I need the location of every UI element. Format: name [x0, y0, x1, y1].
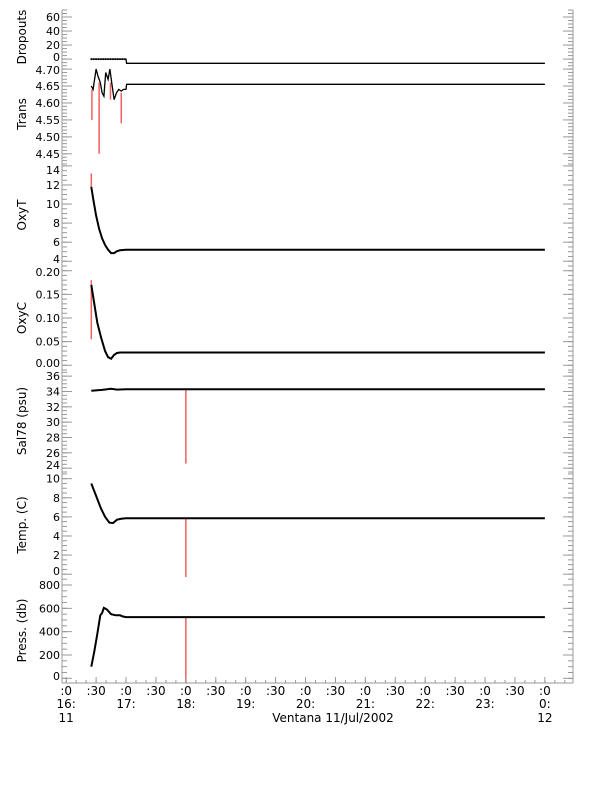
series-line [90, 284, 545, 360]
y-tick-label: 6 [53, 511, 60, 524]
x-tick-label-minute: :0 [240, 684, 252, 698]
x-tick-label-minute: :30 [445, 684, 464, 698]
y-tick-label: 200 [39, 649, 60, 662]
y-tick-label: 0 [53, 565, 60, 578]
y-tick-label: 4.55 [36, 114, 61, 127]
y-tick-label: 0 [53, 670, 60, 683]
y-tick-label: 32 [46, 401, 60, 414]
y-axis-label: Temp. (C) [15, 496, 29, 554]
dropout-point [99, 58, 102, 61]
y-tick-label: 0.05 [36, 336, 61, 349]
y-tick-label: 36 [46, 370, 60, 383]
x-tick-label-minute: :0 [180, 684, 192, 698]
dropout-point [119, 58, 122, 61]
y-axis-label: Trans [15, 98, 29, 131]
x-tick-label-minute: :30 [206, 684, 225, 698]
y-tick-label: 2 [53, 549, 60, 562]
y-tick-label: 0.20 [36, 266, 61, 279]
y-axis-label: Dropouts [15, 10, 29, 65]
series-line [90, 68, 545, 100]
dropout-point [104, 58, 107, 61]
x-tick-label-hour: 22: [416, 697, 435, 711]
y-axis-label: OxyT [15, 199, 29, 231]
y-tick-label: 10 [46, 473, 60, 486]
x-tick-label-minute: :0 [360, 684, 372, 698]
x-tick-label-minute: :30 [86, 684, 105, 698]
y-tick-label: 40 [46, 25, 60, 38]
series-line [90, 186, 545, 255]
x-tick-label-hour: 0: [539, 697, 551, 711]
y-tick-label: 34 [46, 385, 60, 398]
y-tick-label: 800 [39, 579, 60, 592]
x-tick-label-minute: :30 [505, 684, 524, 698]
x-tick-label-hour: 19: [236, 697, 255, 711]
series-line [90, 606, 545, 667]
dropout-point [107, 58, 110, 61]
x-tick-label-hour: 21: [356, 697, 375, 711]
dropout-point [90, 58, 93, 61]
y-tick-label: 4.60 [36, 97, 61, 110]
y-tick-label: 12 [46, 179, 60, 192]
x-tick-label-minute: :0 [120, 684, 132, 698]
dropout-point [95, 58, 98, 61]
dropout-point [116, 58, 119, 61]
y-tick-label: 4.50 [36, 131, 61, 144]
y-tick-label: 600 [39, 602, 60, 615]
y-tick-label: 0.10 [36, 312, 61, 325]
y-tick-label: 6 [53, 236, 60, 249]
y-tick-label: 0.00 [36, 357, 61, 370]
x-tick-label-minute: :30 [266, 684, 285, 698]
dropout-point [114, 58, 117, 61]
x-tick-label-minute: :30 [326, 684, 345, 698]
dropout-point [123, 58, 126, 61]
y-tick-label: 10 [46, 198, 60, 211]
y-tick-label: 8 [53, 217, 60, 230]
series-line [91, 58, 545, 64]
dropout-point [92, 58, 95, 61]
y-axis-label: Press. (db) [15, 599, 29, 663]
x-tick-label-minute: :0 [539, 684, 551, 698]
x-axis-label: Ventana 11/Jul/2002 [272, 711, 394, 725]
y-tick-label: 26 [46, 447, 60, 460]
dropout-point [111, 58, 114, 61]
series-line [91, 387, 545, 392]
dropout-point [97, 58, 100, 61]
y-tick-label: 24 [46, 459, 60, 472]
x-tick-label-hour: 18: [176, 697, 195, 711]
series-line [90, 483, 545, 525]
dropout-point [102, 58, 105, 61]
y-tick-label: 4 [53, 530, 60, 543]
y-axis-label: Sal78 (psu) [15, 387, 29, 455]
y-tick-label: 4.65 [36, 80, 61, 93]
dropout-point [109, 58, 112, 61]
x-tick-label-day: 12 [537, 711, 552, 725]
y-tick-label: 4.70 [36, 64, 61, 77]
dropout-point [121, 58, 124, 61]
x-tick-label-minute: :0 [479, 684, 491, 698]
y-tick-label: 28 [46, 431, 60, 444]
y-tick-label: 60 [46, 11, 60, 24]
y-tick-label: 8 [53, 492, 60, 505]
x-tick-label-hour: 16: [57, 697, 76, 711]
x-tick-label-hour: 20: [296, 697, 315, 711]
x-tick-label-minute: :0 [300, 684, 312, 698]
y-tick-label: 20 [46, 39, 60, 52]
x-tick-label-minute: :0 [419, 684, 431, 698]
y-tick-label: 4.45 [36, 148, 61, 161]
y-tick-label: 0 [53, 51, 60, 64]
y-tick-label: 14 [46, 164, 60, 177]
y-tick-label: 4 [53, 253, 60, 266]
y-tick-label: 30 [46, 416, 60, 429]
x-tick-label-minute: :0 [60, 684, 72, 698]
x-tick-label-minute: :30 [146, 684, 165, 698]
x-tick-label-minute: :30 [386, 684, 405, 698]
x-tick-label-hour: 23: [475, 697, 494, 711]
y-axis-label: OxyC [15, 302, 29, 334]
y-tick-label: 400 [39, 626, 60, 639]
x-tick-label-day: 11 [59, 711, 74, 725]
y-tick-label: 0.15 [36, 288, 61, 301]
x-tick-label-hour: 17: [116, 697, 135, 711]
